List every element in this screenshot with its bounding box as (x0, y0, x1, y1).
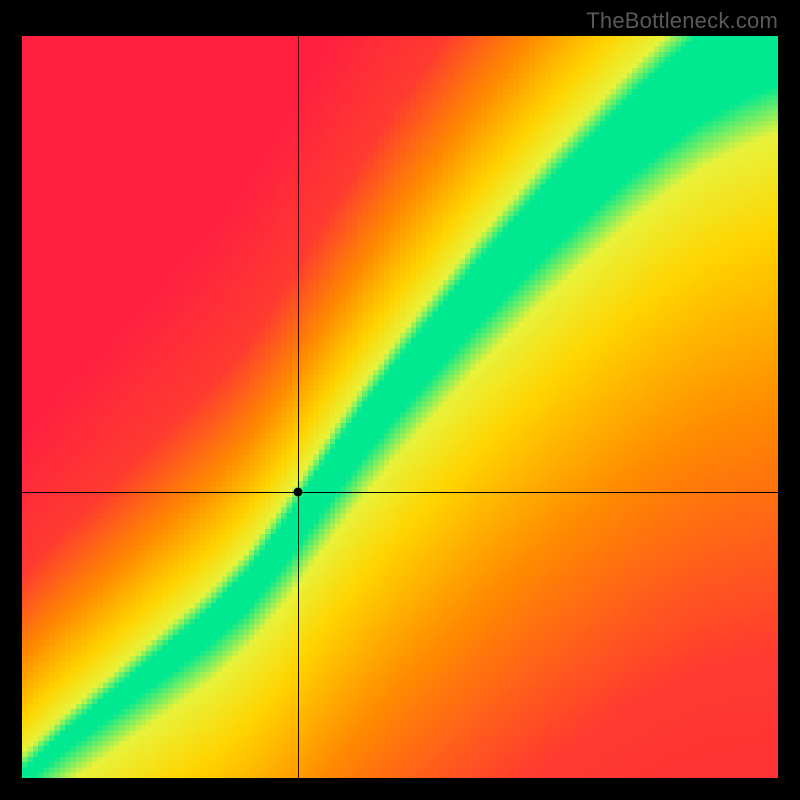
plot-area (22, 36, 778, 778)
crosshair-vertical (298, 36, 299, 778)
heatmap-canvas (22, 36, 778, 778)
watermark-text: TheBottleneck.com (586, 8, 778, 34)
marker-dot (293, 488, 302, 497)
chart-frame: TheBottleneck.com (0, 0, 800, 800)
crosshair-horizontal (22, 492, 778, 493)
